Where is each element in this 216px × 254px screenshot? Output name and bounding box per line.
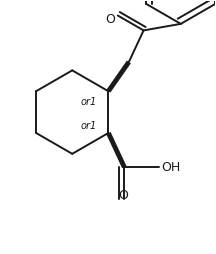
Text: or1: or1: [80, 97, 96, 107]
Text: or1: or1: [80, 121, 96, 131]
Text: OH: OH: [161, 161, 180, 174]
Text: O: O: [105, 12, 115, 26]
Text: O: O: [118, 189, 128, 202]
